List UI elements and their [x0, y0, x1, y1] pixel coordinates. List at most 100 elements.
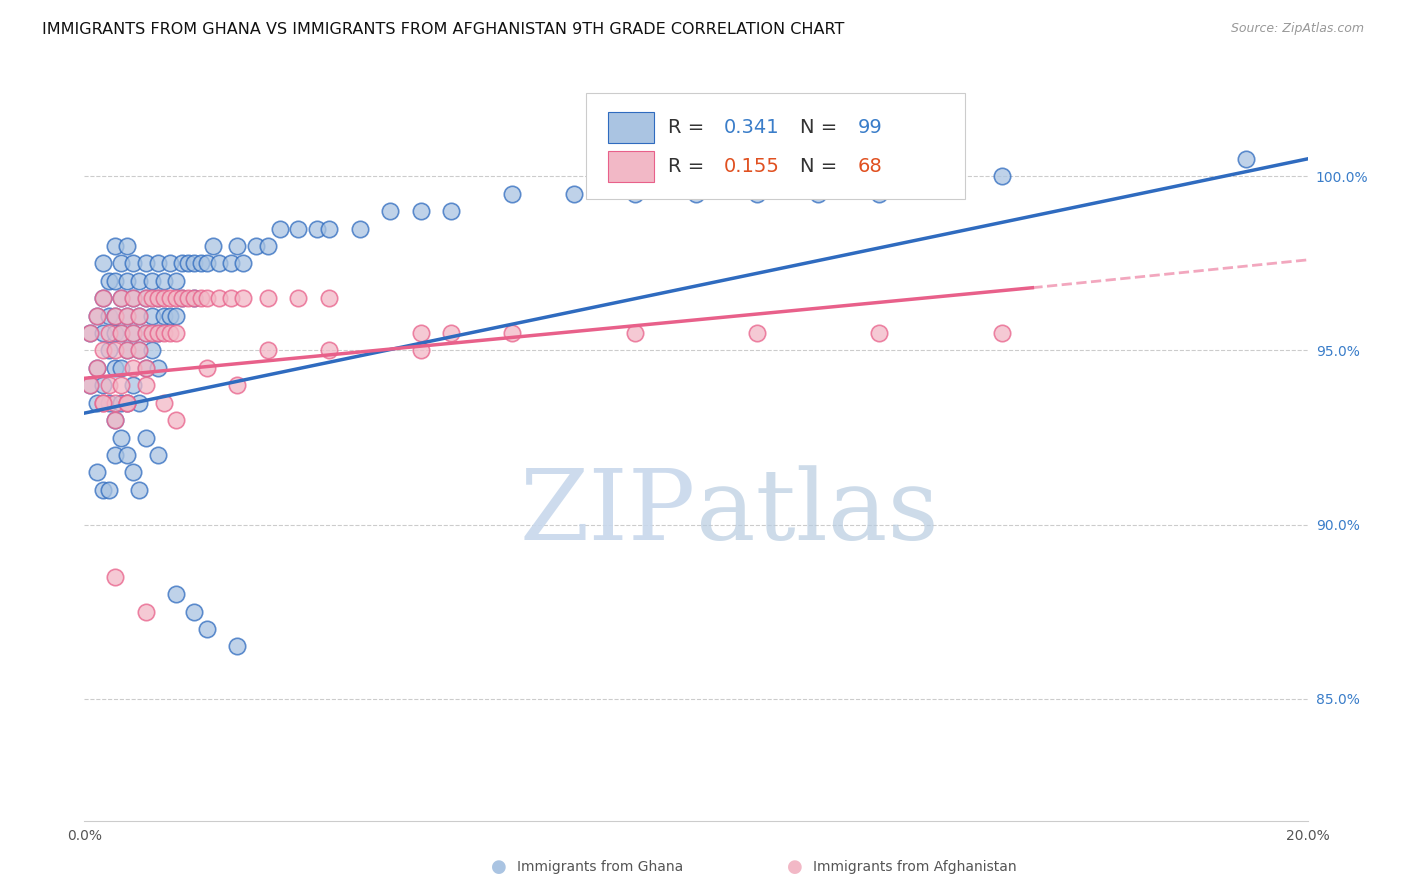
- Text: Source: ZipAtlas.com: Source: ZipAtlas.com: [1230, 22, 1364, 36]
- Text: 0.155: 0.155: [724, 157, 780, 177]
- FancyBboxPatch shape: [607, 112, 654, 143]
- Point: [869, 186, 891, 201]
- Point: [135, 605, 157, 619]
- Point: [128, 395, 150, 409]
- Point: [115, 343, 138, 358]
- Point: [122, 326, 145, 340]
- Point: [153, 326, 176, 340]
- Point: [153, 395, 176, 409]
- Text: ●: ●: [786, 858, 803, 876]
- Point: [79, 378, 101, 392]
- Point: [86, 466, 108, 480]
- Point: [146, 326, 169, 340]
- Text: atlas: atlas: [696, 466, 939, 561]
- Point: [122, 326, 145, 340]
- Point: [141, 343, 163, 358]
- Point: [135, 291, 157, 305]
- Point: [195, 360, 218, 375]
- Point: [91, 483, 114, 497]
- Point: [104, 360, 127, 375]
- Point: [115, 239, 138, 253]
- Point: [991, 326, 1014, 340]
- Text: 68: 68: [858, 157, 882, 177]
- Point: [257, 239, 280, 253]
- Point: [104, 309, 127, 323]
- Point: [409, 326, 432, 340]
- Point: [122, 256, 145, 270]
- Point: [135, 360, 157, 375]
- Point: [97, 326, 120, 340]
- Point: [177, 291, 200, 305]
- Point: [159, 326, 181, 340]
- Point: [115, 448, 138, 462]
- Point: [380, 204, 402, 219]
- Point: [318, 291, 340, 305]
- Point: [104, 448, 127, 462]
- Point: [232, 256, 254, 270]
- Point: [146, 448, 169, 462]
- Point: [195, 622, 218, 636]
- Point: [153, 309, 176, 323]
- Point: [165, 309, 187, 323]
- Point: [232, 291, 254, 305]
- Point: [141, 326, 163, 340]
- Point: [257, 343, 280, 358]
- Point: [440, 204, 463, 219]
- Point: [502, 186, 524, 201]
- Text: IMMIGRANTS FROM GHANA VS IMMIGRANTS FROM AFGHANISTAN 9TH GRADE CORRELATION CHART: IMMIGRANTS FROM GHANA VS IMMIGRANTS FROM…: [42, 22, 845, 37]
- Point: [135, 430, 157, 444]
- Point: [208, 291, 231, 305]
- Point: [183, 291, 205, 305]
- Point: [115, 309, 138, 323]
- Point: [91, 378, 114, 392]
- Point: [110, 360, 132, 375]
- Point: [159, 256, 181, 270]
- Point: [122, 378, 145, 392]
- Point: [135, 360, 157, 375]
- Point: [226, 640, 249, 654]
- Point: [146, 291, 169, 305]
- Point: [201, 239, 224, 253]
- Point: [104, 239, 127, 253]
- Point: [146, 256, 169, 270]
- Point: [91, 395, 114, 409]
- Point: [135, 256, 157, 270]
- Text: R =: R =: [668, 118, 710, 136]
- Point: [122, 291, 145, 305]
- Point: [624, 326, 647, 340]
- Point: [172, 291, 194, 305]
- Point: [104, 413, 127, 427]
- Point: [97, 395, 120, 409]
- Text: ZIP: ZIP: [520, 466, 696, 561]
- Point: [135, 326, 157, 340]
- Point: [153, 291, 176, 305]
- Point: [165, 587, 187, 601]
- Point: [135, 378, 157, 392]
- Point: [165, 291, 187, 305]
- Point: [440, 326, 463, 340]
- FancyBboxPatch shape: [586, 93, 965, 199]
- Point: [1236, 152, 1258, 166]
- Point: [287, 221, 309, 235]
- Point: [122, 360, 145, 375]
- Point: [128, 309, 150, 323]
- Point: [91, 291, 114, 305]
- Point: [104, 395, 127, 409]
- Point: [128, 343, 150, 358]
- Point: [190, 256, 212, 270]
- Point: [409, 204, 432, 219]
- Text: N =: N =: [800, 118, 844, 136]
- Point: [219, 256, 242, 270]
- Point: [159, 309, 181, 323]
- Point: [172, 256, 194, 270]
- Point: [79, 378, 101, 392]
- Point: [165, 274, 187, 288]
- Point: [86, 309, 108, 323]
- Point: [122, 466, 145, 480]
- Point: [208, 256, 231, 270]
- Point: [79, 326, 101, 340]
- Point: [115, 343, 138, 358]
- Point: [128, 274, 150, 288]
- Point: [122, 291, 145, 305]
- Point: [86, 360, 108, 375]
